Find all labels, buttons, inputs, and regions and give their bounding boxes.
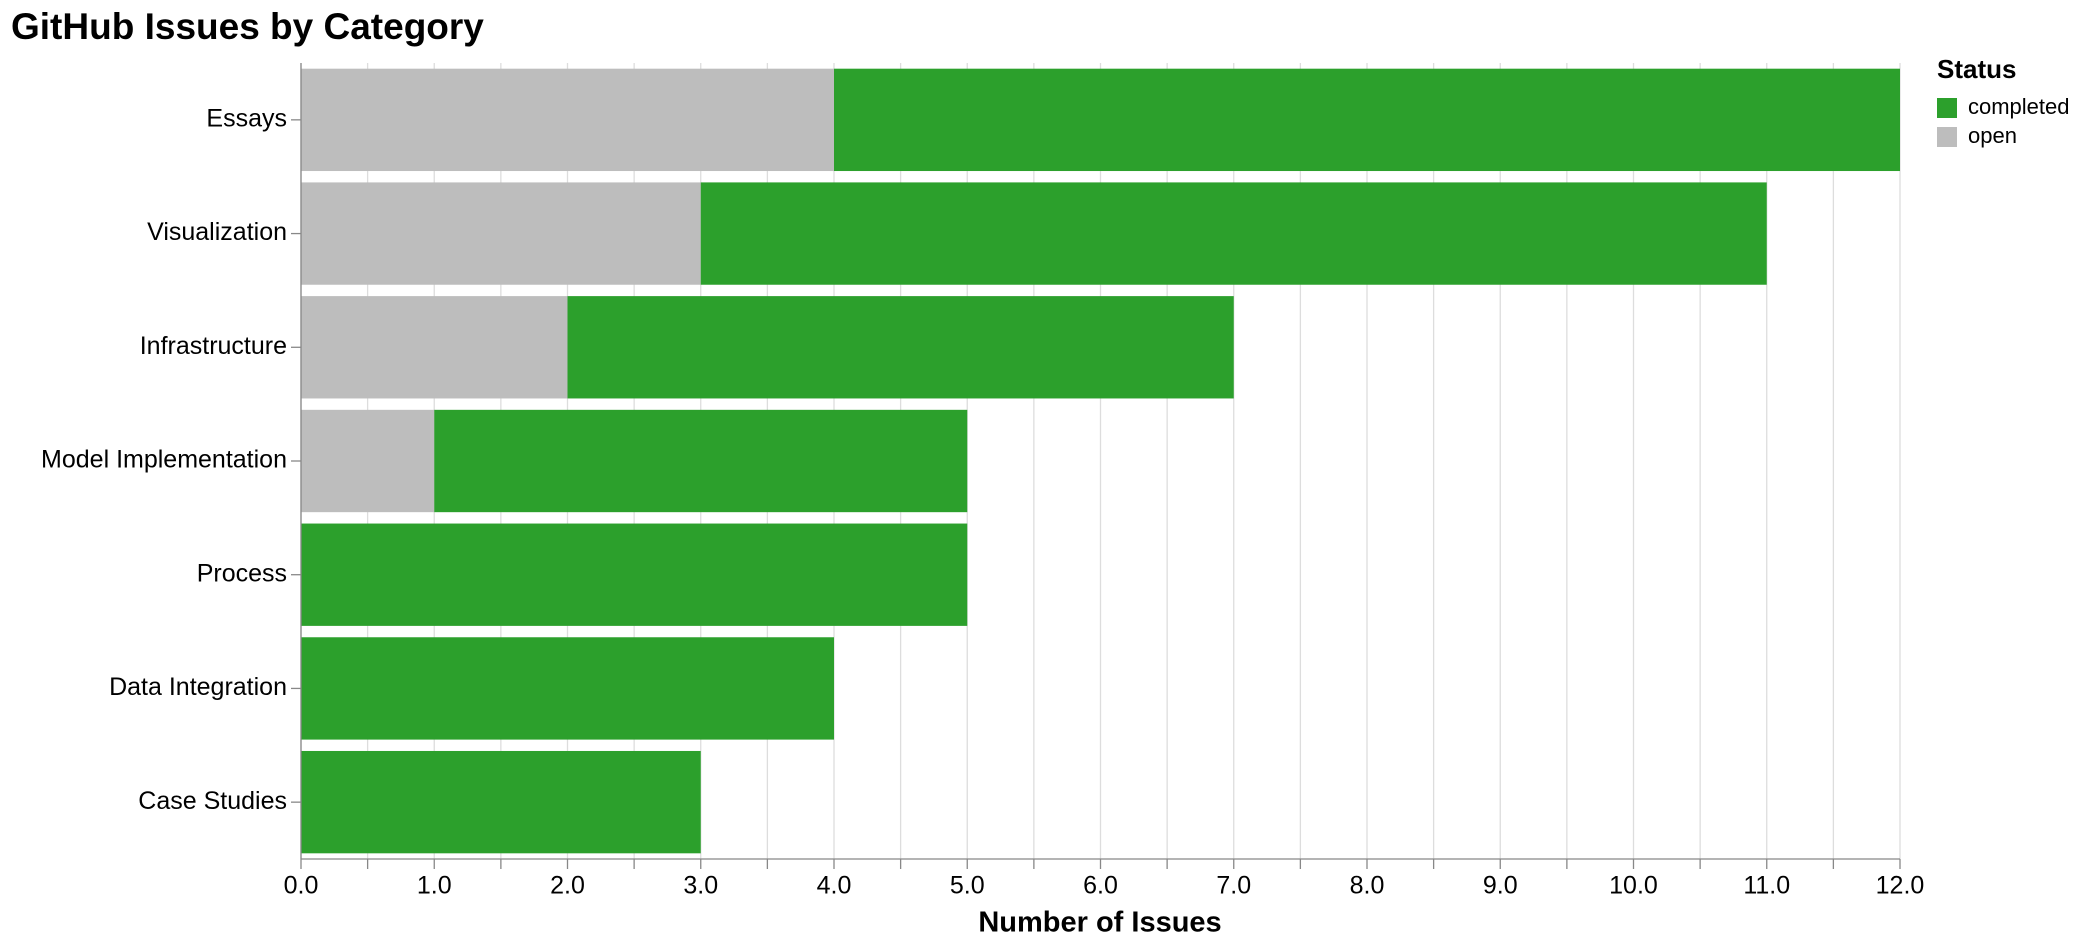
chart-title: GitHub Issues by Category	[11, 6, 484, 47]
x-tick-label: 11.0	[1743, 872, 1790, 900]
x-tick-label: 3.0	[683, 872, 718, 900]
x-tick-label: 5.0	[950, 872, 985, 900]
legend-label: open	[1968, 123, 2017, 148]
y-tick-label: Process	[197, 559, 287, 587]
y-tick-label: Data Integration	[109, 673, 287, 701]
x-tick-label: 10.0	[1609, 872, 1658, 900]
bar-segment	[301, 296, 568, 399]
x-tick-label: 7.0	[1216, 872, 1251, 900]
bar-segment	[567, 296, 1234, 399]
legend-title: Status	[1937, 54, 2016, 84]
bar-segment	[301, 750, 701, 854]
bar-segment	[434, 409, 968, 513]
x-tick-label: 6.0	[1083, 872, 1118, 900]
x-axis-title: Number of Issues	[978, 907, 1221, 939]
x-tick-label: 8.0	[1350, 872, 1385, 900]
bar-segment	[834, 68, 1900, 172]
x-tick-label: 4.0	[817, 872, 852, 900]
legend-swatch	[1937, 98, 1957, 118]
bar-segment	[301, 523, 968, 626]
legend-label: completed	[1968, 94, 2070, 119]
legend-swatch	[1937, 127, 1957, 147]
y-tick-label: Infrastructure	[140, 332, 287, 360]
y-tick-label: Case Studies	[138, 787, 287, 815]
bar-segment	[700, 182, 1767, 285]
bar-segment	[301, 68, 834, 172]
x-tick-label: 2.0	[550, 872, 585, 900]
x-tick-label: 12.0	[1876, 872, 1925, 900]
x-tick-label: 9.0	[1483, 872, 1518, 900]
bar-segment	[301, 182, 701, 285]
x-tick-label: 1.0	[417, 872, 452, 900]
x-tick-label: 0.0	[284, 872, 319, 900]
y-tick-label: Visualization	[147, 218, 287, 246]
bar-segment	[301, 409, 435, 513]
y-tick-label: Model Implementation	[41, 446, 287, 474]
bar-segment	[301, 637, 834, 740]
y-tick-label: Essays	[206, 104, 287, 132]
